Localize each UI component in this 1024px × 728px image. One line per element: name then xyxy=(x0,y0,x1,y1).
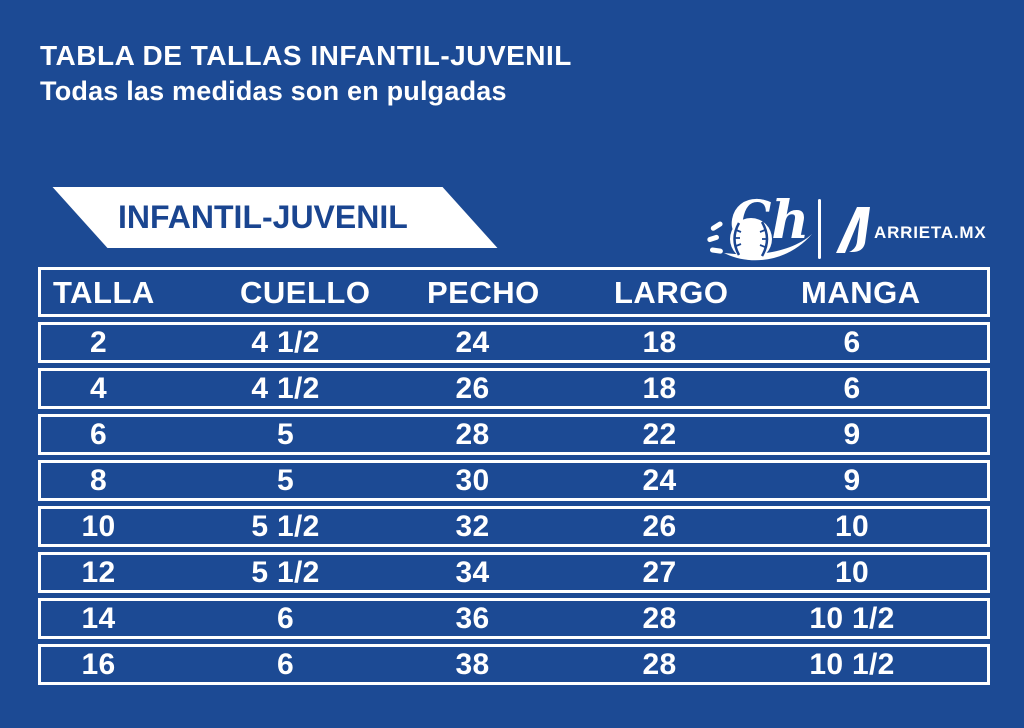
ch-baseball-logo-icon: Ch xyxy=(707,190,812,261)
section-banner-label: INFANTIL-JUVENIL xyxy=(118,199,408,235)
section-banner: INFANTIL-JUVENIL xyxy=(52,187,498,248)
size-cell: 28 xyxy=(455,417,490,451)
size-cell: 30 xyxy=(455,463,490,497)
size-cell: 6 xyxy=(277,601,294,635)
size-cell: 16 xyxy=(81,647,116,681)
table-row: 4 4 1/2 26 18 6 xyxy=(38,368,990,409)
size-cell: 22 xyxy=(642,417,677,451)
brand-logos: Ch ARRIETA.MX xyxy=(706,184,986,268)
size-cell: 14 xyxy=(81,601,116,635)
size-cell: 26 xyxy=(455,371,490,405)
header-cell-pecho: PECHO xyxy=(427,274,540,310)
size-cell: 4 1/2 xyxy=(251,371,320,405)
size-cell: 6 xyxy=(90,417,107,451)
size-cell: 5 xyxy=(277,417,294,451)
header-cell-talla: TALLA xyxy=(53,274,155,310)
size-cell: 27 xyxy=(642,555,677,589)
table-header-row: TALLA CUELLO PECHO LARGO MANGA xyxy=(38,267,990,317)
size-cell: 5 1/2 xyxy=(251,555,320,589)
size-cell: 10 xyxy=(835,555,869,589)
size-cell: 8 xyxy=(90,463,107,497)
baseball-icon xyxy=(730,218,772,260)
size-cell: 6 xyxy=(277,647,294,681)
size-cell: 26 xyxy=(642,509,677,543)
size-cell: 10 1/2 xyxy=(809,601,895,635)
size-cell: 5 1/2 xyxy=(251,509,320,543)
size-cell: 2 xyxy=(90,325,107,359)
table-row: 14 6 36 28 10 1/2 xyxy=(38,598,990,639)
size-cell: 12 xyxy=(81,555,116,589)
size-cell: 10 1/2 xyxy=(809,647,895,681)
size-cell: 4 1/2 xyxy=(251,325,320,359)
table-row: 16 6 38 28 10 1/2 xyxy=(38,644,990,685)
header-cell-manga: MANGA xyxy=(801,274,921,310)
logo-divider xyxy=(818,199,821,259)
size-cell: 10 xyxy=(81,509,116,543)
size-table: TALLA CUELLO PECHO LARGO MANGA 2 4 1/2 2… xyxy=(38,267,990,685)
brand-name: ARRIETA.MX xyxy=(874,223,987,242)
size-cell: 34 xyxy=(455,555,490,589)
size-cell: 10 xyxy=(835,509,869,543)
table-row: 12 5 1/2 34 27 10 xyxy=(38,552,990,593)
size-cell: 28 xyxy=(642,601,677,635)
header-cell-largo: LARGO xyxy=(614,274,729,310)
size-cell: 9 xyxy=(843,463,861,497)
size-cell: 5 xyxy=(277,463,294,497)
size-cell: 38 xyxy=(455,647,490,681)
arrieta-a-logo-icon xyxy=(836,207,870,253)
table-row: 10 5 1/2 32 26 10 xyxy=(38,506,990,547)
size-cell: 32 xyxy=(455,509,490,543)
header-cell-cuello: CUELLO xyxy=(240,274,371,310)
size-cell: 24 xyxy=(642,463,677,497)
page-subtitle: Todas las medidas son en pulgadas xyxy=(40,76,507,106)
size-cell: 9 xyxy=(843,417,861,451)
size-cell: 18 xyxy=(642,371,677,405)
size-cell: 18 xyxy=(642,325,677,359)
table-row: 8 5 30 24 9 xyxy=(38,460,990,501)
size-cell: 4 xyxy=(90,371,107,405)
size-cell: 6 xyxy=(843,371,861,405)
size-cell: 28 xyxy=(642,647,677,681)
size-cell: 36 xyxy=(455,601,490,635)
table-row: 2 4 1/2 24 18 6 xyxy=(38,322,990,363)
table-row: 6 5 28 22 9 xyxy=(38,414,990,455)
size-cell: 24 xyxy=(455,325,490,359)
size-cell: 6 xyxy=(843,325,861,359)
page-title: TABLA DE TALLAS INFANTIL-JUVENIL xyxy=(40,40,572,71)
